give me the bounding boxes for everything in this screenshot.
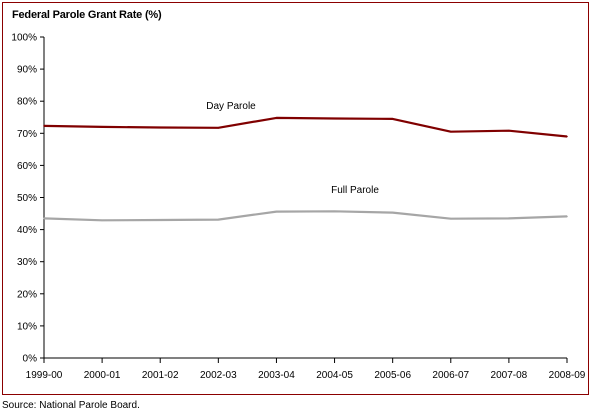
day-parole-point bbox=[449, 130, 452, 133]
y-tick-label: 20% bbox=[17, 289, 37, 300]
x-tick-label: 2002-03 bbox=[200, 370, 237, 381]
day-parole-point bbox=[391, 118, 394, 120]
y-tick-label: 90% bbox=[17, 65, 37, 76]
x-tick-label: 2007-08 bbox=[491, 370, 528, 381]
y-tick-label: 30% bbox=[17, 257, 37, 268]
chart-frame bbox=[2, 2, 589, 395]
day-parole-point bbox=[508, 129, 510, 132]
y-tick-label: 50% bbox=[17, 193, 37, 204]
full-parole-point bbox=[43, 217, 45, 220]
day-parole-point bbox=[217, 127, 220, 129]
y-tick-label: 0% bbox=[23, 354, 38, 365]
chart-title: Federal Parole Grant Rate (%) bbox=[12, 9, 162, 21]
full-parole-point bbox=[391, 211, 394, 214]
day-parole-line bbox=[43, 116, 568, 138]
y-tick-label: 80% bbox=[17, 97, 37, 108]
x-tick-label: 2003-04 bbox=[258, 370, 295, 381]
x-tick-label: 2004-05 bbox=[316, 370, 353, 381]
x-tick-label: 2001-02 bbox=[142, 370, 179, 381]
full-parole-point bbox=[449, 217, 452, 220]
full-parole-point bbox=[508, 217, 510, 220]
full-parole-label: Full Parole bbox=[331, 185, 379, 196]
y-tick-label: 10% bbox=[17, 321, 37, 332]
y-tick-label: 70% bbox=[17, 129, 37, 140]
day-parole-point bbox=[275, 117, 278, 119]
x-tick-label: 2005-06 bbox=[374, 370, 411, 381]
day-parole-point bbox=[43, 125, 45, 127]
y-tick-label: 60% bbox=[17, 161, 37, 172]
x-tick-label: 1999-00 bbox=[26, 370, 63, 381]
x-tick-label: 2006-07 bbox=[432, 370, 469, 381]
x-tick-label: 2000-01 bbox=[84, 370, 121, 381]
day-parole-point bbox=[101, 126, 103, 128]
day-parole-label: Day Parole bbox=[206, 101, 256, 112]
full-parole-point bbox=[566, 215, 568, 218]
y-tick-label: 100% bbox=[11, 33, 37, 44]
full-parole-point bbox=[275, 210, 278, 213]
full-parole-line bbox=[43, 210, 568, 222]
source-note: Source: National Parole Board. bbox=[2, 400, 140, 411]
day-parole-point bbox=[333, 117, 336, 120]
full-parole-point bbox=[333, 210, 336, 213]
day-parole-point bbox=[566, 135, 568, 138]
full-parole-point bbox=[101, 219, 103, 222]
x-tick-label: 2008-09 bbox=[549, 370, 586, 381]
full-parole-point bbox=[217, 218, 220, 221]
day-parole-point bbox=[159, 126, 162, 129]
y-tick-label: 40% bbox=[17, 225, 37, 236]
full-parole-point bbox=[159, 219, 162, 221]
